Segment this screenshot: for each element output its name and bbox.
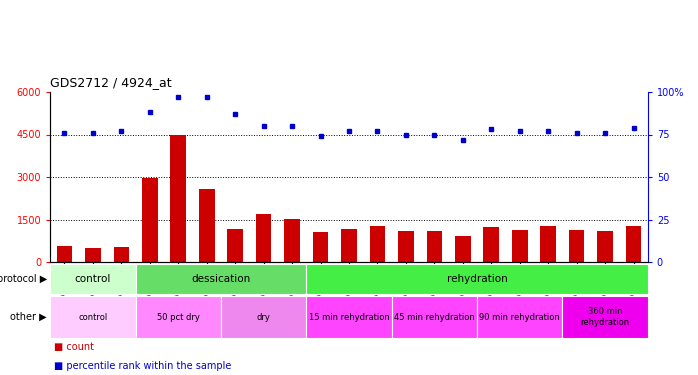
Bar [563,296,648,338]
Bar [85,248,101,262]
Bar [569,230,584,262]
Text: dessication: dessication [191,274,251,284]
Text: control: control [75,274,111,284]
Text: control: control [78,312,107,321]
Bar [306,296,392,338]
Bar [228,229,243,262]
Bar [540,226,556,262]
Bar [284,219,300,262]
Bar [398,231,414,262]
Bar [597,231,613,262]
Bar [370,226,385,262]
Text: protocol ▶: protocol ▶ [0,274,47,284]
Text: dry: dry [257,312,271,321]
Bar [114,247,129,262]
Text: 90 min rehydration: 90 min rehydration [480,312,560,321]
Bar [625,226,641,262]
Bar [313,232,328,262]
Text: ■ percentile rank within the sample: ■ percentile rank within the sample [54,361,231,370]
Bar [455,236,470,262]
Text: 15 min rehydration: 15 min rehydration [309,312,389,321]
Bar [484,227,499,262]
Bar [57,246,73,262]
Text: 45 min rehydration: 45 min rehydration [394,312,475,321]
Bar [392,296,477,338]
Bar [306,264,648,294]
Text: 360 min
rehydration: 360 min rehydration [581,307,630,327]
Bar [135,264,306,294]
Bar [50,296,135,338]
Bar [512,230,528,262]
Bar [50,264,135,294]
Bar [341,229,357,262]
Text: rehydration: rehydration [447,274,507,284]
Bar [199,189,214,262]
Bar [170,135,186,262]
Text: GDS2712 / 4924_at: GDS2712 / 4924_at [50,76,172,90]
Text: other ▶: other ▶ [10,312,47,322]
Bar [256,214,272,262]
Bar [142,178,158,262]
Text: 50 pct dry: 50 pct dry [157,312,200,321]
Bar [426,231,442,262]
Bar [477,296,563,338]
Bar [221,296,306,338]
Bar [135,296,221,338]
Text: ■ count: ■ count [54,342,94,352]
